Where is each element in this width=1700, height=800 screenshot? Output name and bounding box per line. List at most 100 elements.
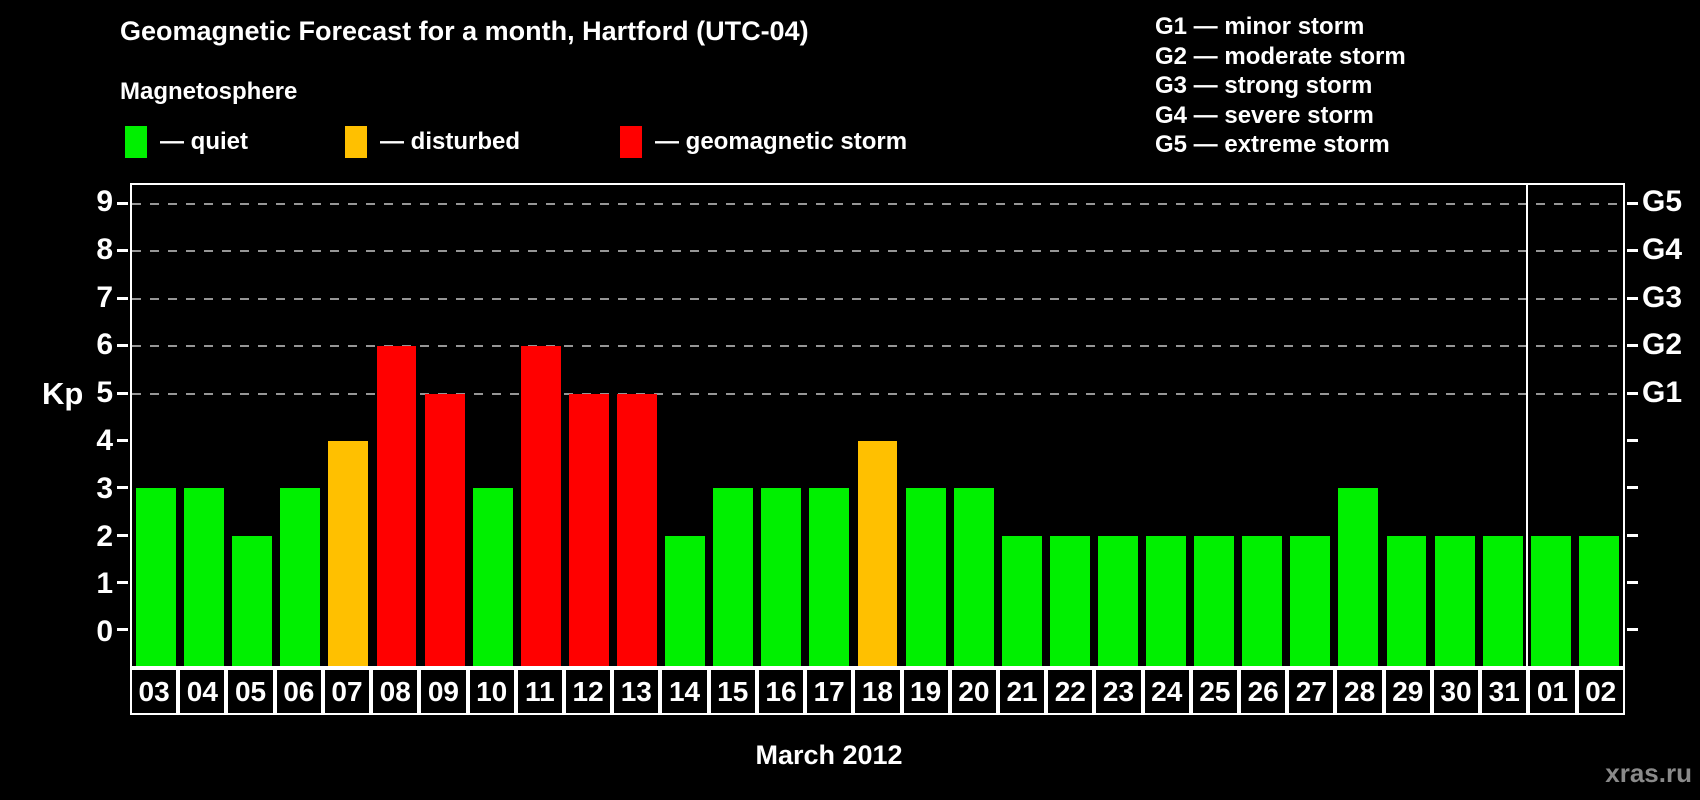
left-tick-kp1 bbox=[117, 581, 128, 585]
kp-bar-day-26 bbox=[1242, 535, 1283, 666]
bar-slot bbox=[372, 185, 420, 666]
bar-slot bbox=[709, 185, 757, 666]
left-tick-kp8 bbox=[117, 249, 128, 253]
g-scale-legend: G1 — minor storm G2 — moderate storm G3 … bbox=[1155, 12, 1406, 160]
kp-bar-day-16 bbox=[761, 488, 802, 666]
g-tick-label-g2: G2 bbox=[1642, 328, 1683, 362]
bar-slot bbox=[1286, 185, 1334, 666]
g-tick-label-g3: G3 bbox=[1642, 280, 1683, 314]
day-label-24: 24 bbox=[1142, 668, 1191, 715]
left-tick-kp4 bbox=[117, 438, 128, 442]
g-tick-label-g4: G4 bbox=[1642, 232, 1683, 266]
legend-item-disturbed: — disturbed bbox=[345, 126, 520, 158]
g1-legend-line: G1 — minor storm bbox=[1155, 13, 1365, 40]
kp-bar-day-30 bbox=[1434, 535, 1475, 666]
kp-bar-day-19 bbox=[905, 488, 946, 666]
day-label-21: 21 bbox=[997, 668, 1047, 715]
kp-bar-day-20 bbox=[953, 488, 994, 666]
kp-bar-day-02 bbox=[1578, 535, 1619, 666]
gridline-kp5 bbox=[132, 392, 1623, 395]
day-label-20: 20 bbox=[949, 668, 998, 715]
day-label-29: 29 bbox=[1383, 668, 1432, 715]
bar-slot bbox=[421, 185, 469, 666]
kp-bar-day-09 bbox=[424, 393, 465, 666]
bar-slot bbox=[950, 185, 998, 666]
bar-slot bbox=[180, 185, 228, 666]
y-axis-title: Kp bbox=[42, 376, 84, 411]
y-tick-label-9: 9 bbox=[96, 185, 113, 219]
right-tick-kp1 bbox=[1627, 581, 1638, 585]
bar-slot bbox=[805, 185, 853, 666]
legend-disturbed-label: — disturbed bbox=[380, 128, 521, 155]
kp-bar-day-18 bbox=[857, 440, 898, 666]
kp-bar-day-24 bbox=[1146, 535, 1186, 666]
kp-bar-day-13 bbox=[617, 393, 657, 666]
kp-bar-day-07 bbox=[328, 440, 369, 666]
disturbed-swatch-icon bbox=[345, 126, 367, 158]
kp-bar-day-27 bbox=[1290, 535, 1331, 666]
bar-slot bbox=[1334, 185, 1382, 666]
day-label-04: 04 bbox=[178, 668, 227, 715]
day-label-06: 06 bbox=[274, 668, 323, 715]
day-label-13: 13 bbox=[612, 668, 661, 715]
kp-bar-day-14 bbox=[665, 535, 706, 666]
chart-title: Geomagnetic Forecast for a month, Hartfo… bbox=[120, 16, 809, 46]
y-axis-tick-labels: 0 1 2 3 4 5 6 7 8 9 bbox=[0, 183, 113, 668]
bar-slot bbox=[853, 185, 901, 666]
right-tick-kp3 bbox=[1627, 486, 1638, 490]
y-tick-label-8: 8 bbox=[96, 232, 113, 266]
day-label-12: 12 bbox=[563, 668, 613, 715]
left-tick-kp9 bbox=[117, 201, 128, 205]
day-label-05: 05 bbox=[226, 668, 275, 715]
kp-bar-day-08 bbox=[376, 346, 417, 666]
bar-slot bbox=[517, 185, 565, 666]
right-tick-kp9 bbox=[1627, 201, 1638, 205]
g4-legend-line: G4 — severe storm bbox=[1155, 101, 1374, 129]
kp-bar-day-29 bbox=[1386, 535, 1427, 666]
y-tick-label-7: 7 bbox=[96, 280, 113, 314]
day-label-30: 30 bbox=[1431, 668, 1481, 715]
bar-slot bbox=[324, 185, 372, 666]
legend-quiet-label: — quiet bbox=[160, 128, 248, 155]
day-label-28: 28 bbox=[1335, 668, 1384, 715]
kp-bar-day-06 bbox=[280, 488, 321, 666]
day-label-14: 14 bbox=[660, 668, 709, 715]
kp-bar-day-28 bbox=[1338, 488, 1379, 666]
kp-bar-day-03 bbox=[136, 488, 176, 666]
bar-slot bbox=[1190, 185, 1238, 666]
gridline-kp8 bbox=[132, 250, 1623, 253]
kp-bar-day-15 bbox=[713, 488, 754, 666]
kp-bar-day-11 bbox=[520, 346, 561, 666]
storm-swatch-icon bbox=[620, 126, 642, 158]
bar-slot bbox=[1527, 185, 1575, 666]
kp-bar-day-22 bbox=[1049, 535, 1090, 666]
bar-slot bbox=[998, 185, 1046, 666]
kp-bar-day-23 bbox=[1097, 535, 1138, 666]
y-tick-label-0: 0 bbox=[96, 615, 113, 649]
bar-slot bbox=[1431, 185, 1479, 666]
g-axis-tick-labels: G1 G2 G3 G4 G5 bbox=[1642, 183, 1700, 668]
day-label-18: 18 bbox=[853, 668, 902, 715]
day-label-02: 02 bbox=[1576, 668, 1625, 715]
right-tick-kp7 bbox=[1627, 296, 1638, 300]
day-label-26: 26 bbox=[1239, 668, 1288, 715]
g-tick-label-g1: G1 bbox=[1642, 376, 1683, 410]
y-tick-label-6: 6 bbox=[96, 328, 113, 362]
bar-slot bbox=[1479, 185, 1527, 666]
right-tick-kp2 bbox=[1627, 533, 1638, 537]
kp-bar-day-05 bbox=[232, 535, 273, 666]
right-tick-kp0 bbox=[1627, 628, 1638, 632]
month-separator-line bbox=[1525, 185, 1528, 666]
bar-slot bbox=[1238, 185, 1286, 666]
day-label-09: 09 bbox=[419, 668, 468, 715]
left-tick-kp5 bbox=[117, 391, 128, 395]
bar-slot bbox=[1575, 185, 1623, 666]
day-label-17: 17 bbox=[805, 668, 854, 715]
bar-slot bbox=[661, 185, 709, 666]
g-tick-label-g5: G5 bbox=[1642, 185, 1683, 219]
left-tick-kp3 bbox=[117, 486, 128, 490]
kp-bar-day-25 bbox=[1194, 535, 1235, 666]
day-label-11: 11 bbox=[515, 668, 564, 715]
gridline-kp6 bbox=[132, 345, 1623, 348]
left-tick-kp0 bbox=[117, 628, 128, 632]
